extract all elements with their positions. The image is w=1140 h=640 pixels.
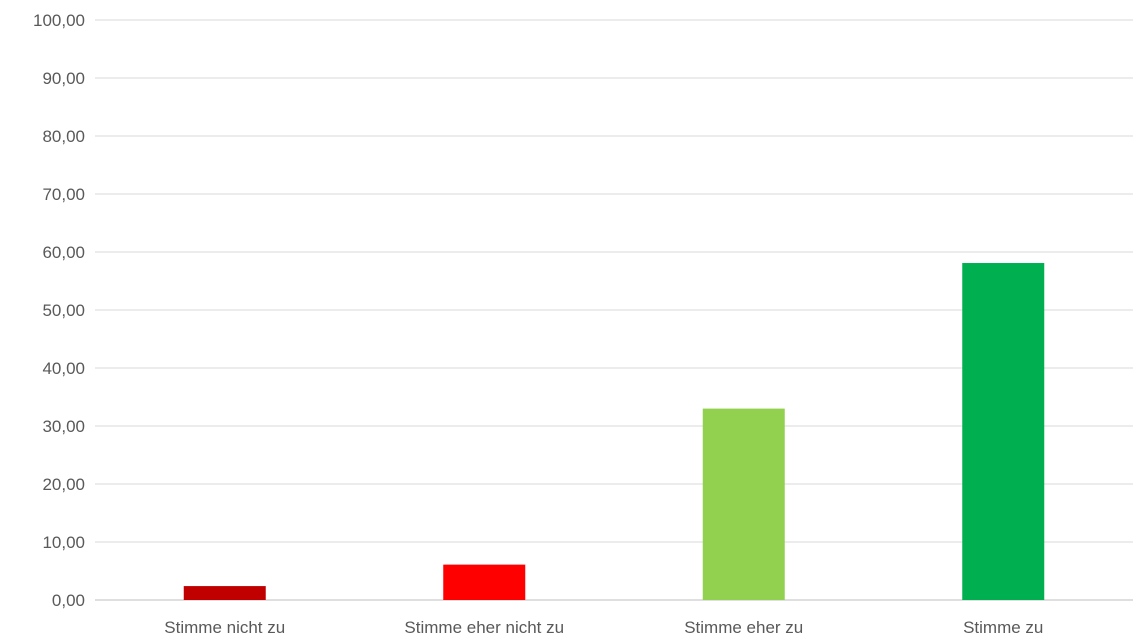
y-tick-label: 10,00 [42, 533, 85, 552]
y-tick-label: 60,00 [42, 243, 85, 262]
x-tick-label: Stimme zu [963, 618, 1043, 637]
bars [183, 263, 1045, 600]
x-tick-label: Stimme nicht zu [164, 618, 285, 637]
x-tick-label: Stimme eher zu [684, 618, 803, 637]
y-tick-label: 70,00 [42, 185, 85, 204]
y-tick-label: 40,00 [42, 359, 85, 378]
y-tick-label: 30,00 [42, 417, 85, 436]
bar [443, 564, 526, 600]
bar [702, 408, 785, 600]
y-tick-label: 90,00 [42, 69, 85, 88]
y-tick-label: 50,00 [42, 301, 85, 320]
y-tick-label: 0,00 [52, 591, 85, 610]
y-axis-tick-labels: 0,00 10,00 20,00 30,00 40,00 50,00 60,00 70,00 8… [33, 11, 85, 610]
x-axis-tick-labels: Stimme nicht zu Stimme eher nicht zu Stimm… [164, 618, 1043, 637]
y-tick-label: 20,00 [42, 475, 85, 494]
bar [962, 263, 1045, 600]
y-tick-label: 80,00 [42, 127, 85, 146]
bar [183, 586, 266, 600]
y-tick-label: 100,00 [33, 11, 85, 30]
gridlines [95, 19, 1133, 601]
x-tick-label: Stimme eher nicht zu [404, 618, 564, 637]
